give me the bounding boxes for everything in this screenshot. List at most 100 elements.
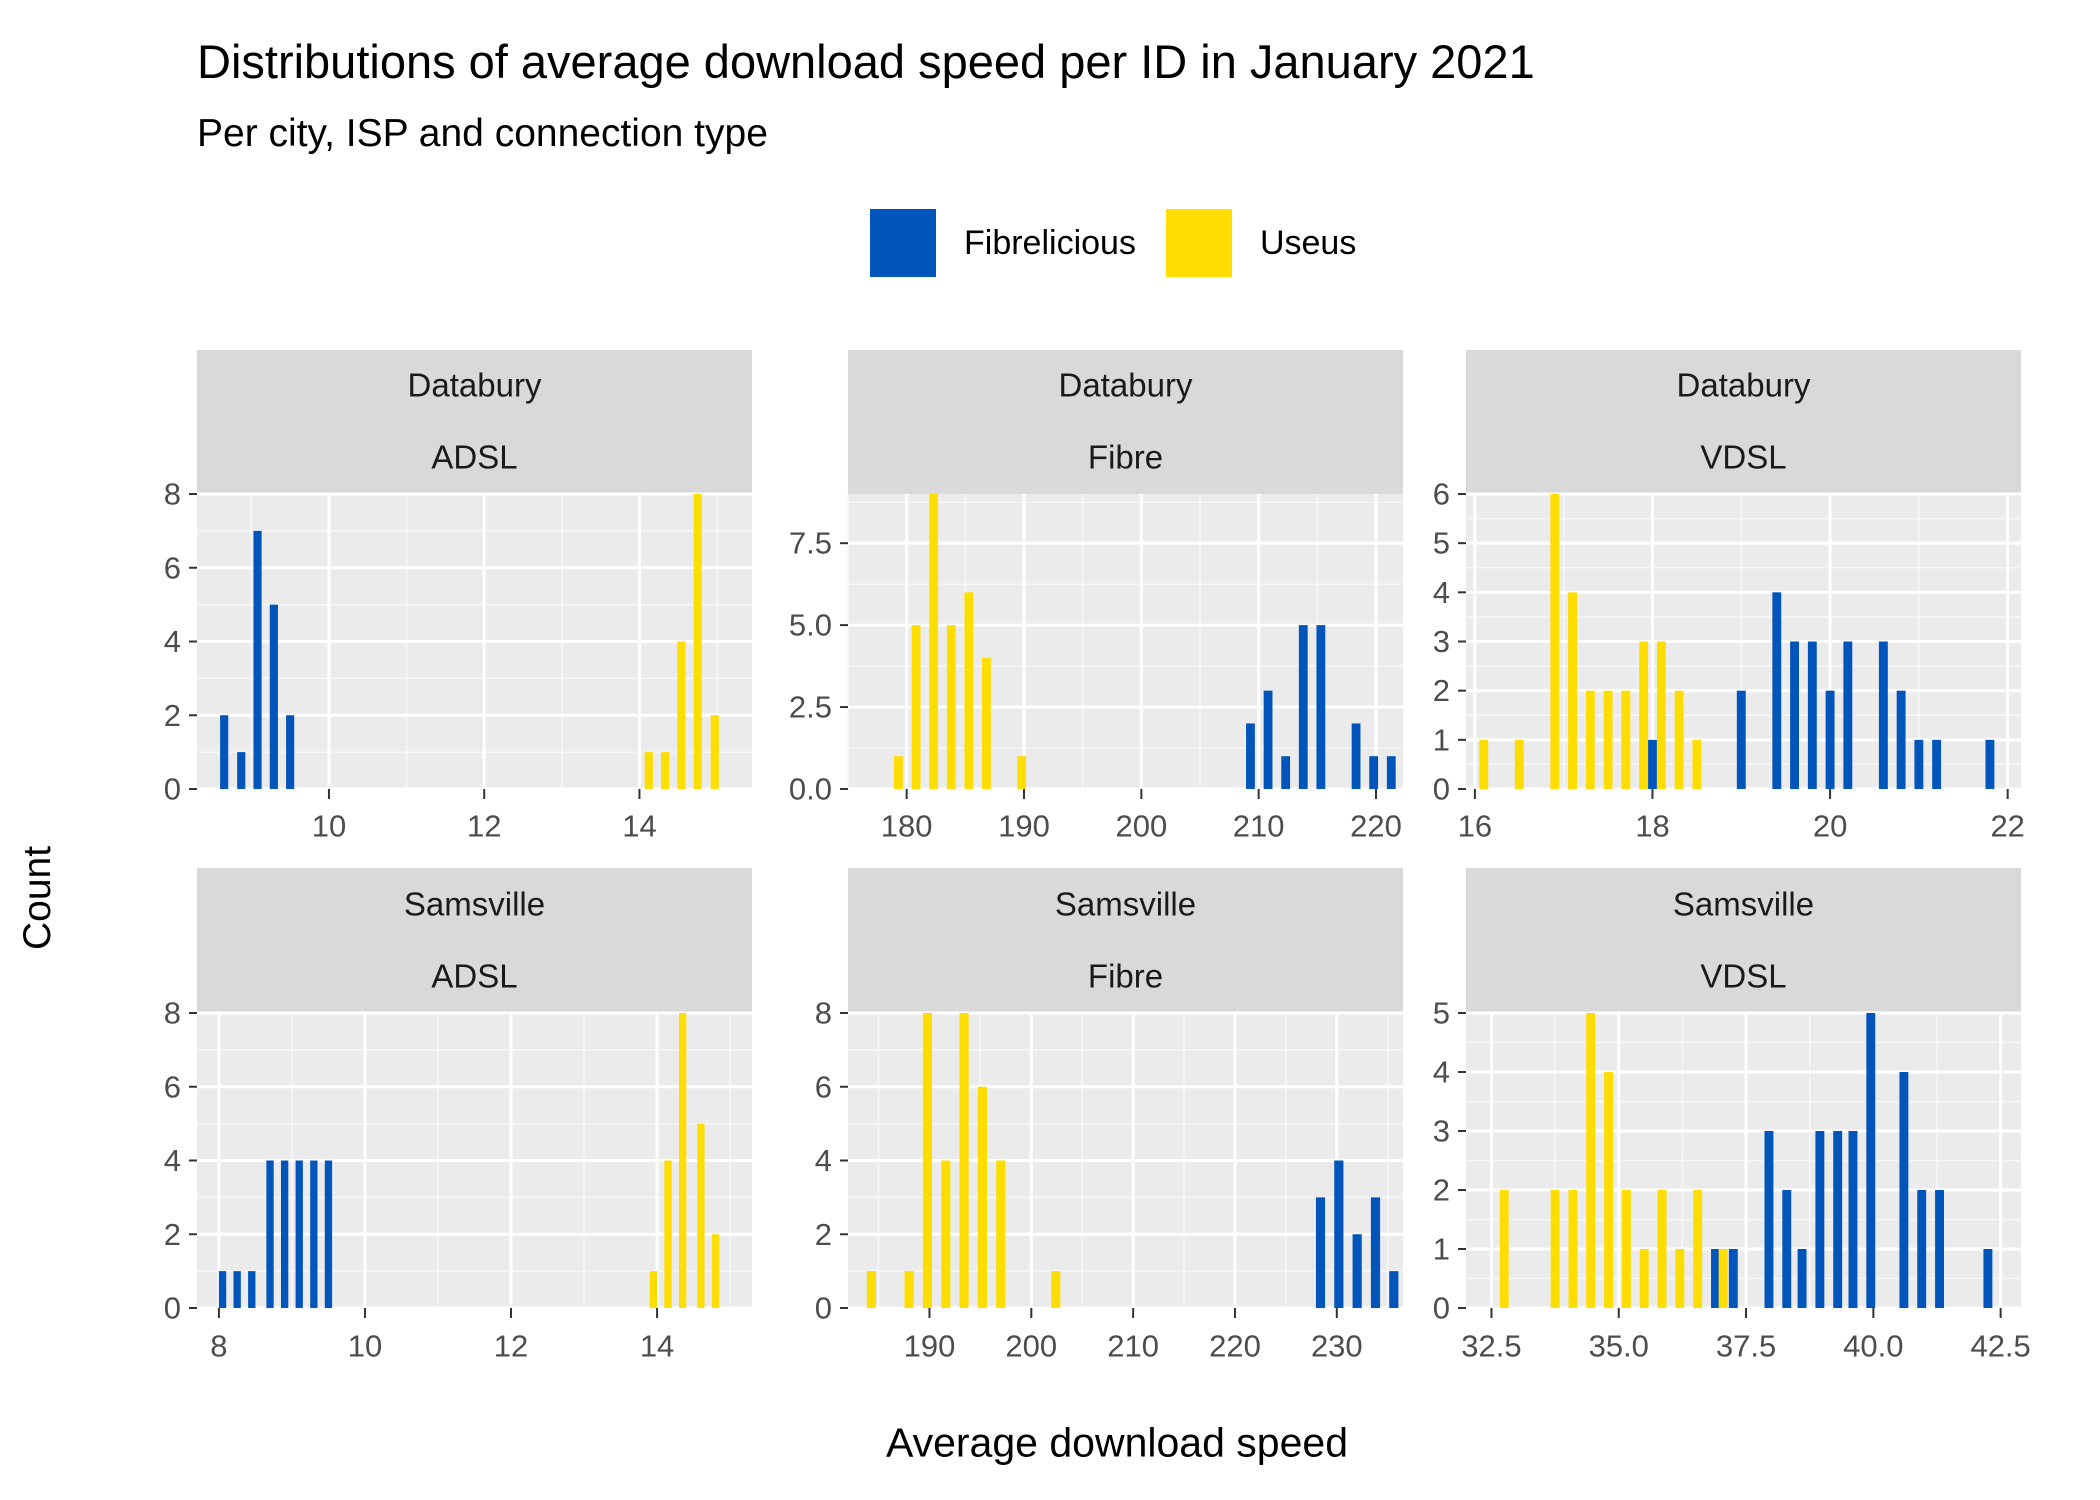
x-tick-label: 210 (1233, 809, 1285, 844)
facet-strip-city: Databury (1059, 367, 1193, 404)
bar (1621, 690, 1631, 789)
bar (1316, 625, 1326, 789)
bar (946, 625, 956, 789)
bar (1983, 1249, 1993, 1308)
y-tick-label: 8 (164, 996, 181, 1031)
y-tick-label: 0 (815, 1291, 832, 1326)
bar (269, 604, 278, 789)
facet-samsville-fibre: Samsville Fibre 0 2 4 6 8 190 200 210 220 230 (815, 868, 1403, 1364)
facet-databury-fibre: Databury Fibre 0.0 2.5 5.0 7.5 180 190 200 210 220 (789, 350, 1403, 844)
bar (1568, 592, 1577, 789)
bar (959, 1013, 969, 1308)
bar (660, 752, 670, 789)
bar (324, 1160, 333, 1308)
legend-label-fibrelicious: Fibrelicious (964, 223, 1136, 262)
x-tick-label: 230 (1311, 1329, 1363, 1364)
y-tick-label: 6 (164, 550, 181, 585)
bar (1985, 739, 1995, 789)
bar (964, 592, 974, 789)
bar (1790, 641, 1799, 789)
bar (233, 1271, 241, 1308)
bar (1797, 1249, 1807, 1308)
bar (678, 1013, 687, 1308)
y-tick-label: 1 (1433, 722, 1450, 757)
legend-label-useus: Useus (1259, 223, 1357, 262)
facet-strip (848, 350, 1403, 494)
bar (218, 1271, 227, 1308)
series-fibrelicious (1648, 592, 1995, 789)
bar (1389, 1271, 1399, 1308)
x-tick-label: 35.0 (1589, 1329, 1649, 1364)
x-tick-label: 16 (1458, 809, 1492, 844)
bar (1692, 739, 1702, 789)
bar (280, 1160, 289, 1308)
bar (941, 1160, 951, 1308)
x-tick-label: 220 (1350, 809, 1402, 844)
legend-swatch-useus (1165, 209, 1232, 277)
series-fibrelicious (1711, 1013, 1993, 1308)
y-tick-label: 6 (164, 1069, 181, 1104)
y-tick-label: 4 (164, 1143, 181, 1178)
bar (866, 1271, 877, 1308)
bar (1315, 1197, 1326, 1308)
legend: Fibrelicious Useus (870, 209, 1386, 277)
bar (1656, 641, 1666, 789)
bar (295, 1160, 303, 1308)
y-tick-label: 8 (164, 477, 181, 512)
y-tick-label: 5.0 (789, 608, 832, 643)
y-tick-label: 2 (164, 1217, 181, 1252)
bar (1932, 739, 1942, 789)
bar (1807, 641, 1817, 789)
y-tick-label: 0 (164, 1291, 181, 1326)
bar (996, 1160, 1006, 1308)
bar (697, 1123, 705, 1308)
bar (1281, 756, 1291, 789)
facet-strip-city: Samsville (404, 886, 545, 923)
legend-item-useus: Useus (1165, 209, 1357, 277)
y-tick-label: 0 (164, 772, 181, 807)
bar (253, 530, 262, 789)
facet-strip-connection: VDSL (1700, 958, 1786, 995)
bar (693, 494, 702, 789)
bar (1369, 756, 1379, 789)
bar (644, 752, 653, 789)
facet-samsville-adsl: Samsville ADSL 0 2 4 6 8 8 10 12 14 (164, 868, 752, 1364)
bar (248, 1271, 256, 1308)
bar (237, 752, 246, 789)
x-tick-label: 8 (210, 1329, 227, 1364)
y-tick-label: 3 (1433, 1114, 1450, 1149)
facet-strip (1466, 350, 2021, 494)
bar (904, 1271, 914, 1308)
bar (922, 1013, 933, 1308)
y-tick-label: 0.0 (789, 772, 832, 807)
bar (664, 1160, 672, 1308)
bar (1782, 1190, 1792, 1308)
bar (1550, 1190, 1560, 1308)
series-useus (644, 494, 719, 789)
bar (1568, 1190, 1578, 1308)
y-tick-label: 2 (1433, 673, 1450, 708)
facet-strip-city: Databury (408, 367, 542, 404)
bar (1764, 1131, 1774, 1308)
x-tick-label: 22 (1990, 809, 2024, 844)
bar (1866, 1013, 1876, 1308)
y-tick-label: 6 (1433, 477, 1450, 512)
x-tick-label: 12 (467, 809, 501, 844)
x-tick-label: 200 (1005, 1329, 1057, 1364)
x-tick-label: 210 (1107, 1329, 1159, 1364)
facet-strip-connection: VDSL (1700, 439, 1786, 476)
bar (1736, 690, 1746, 789)
bar (1718, 1249, 1728, 1308)
bar (929, 494, 939, 789)
series-useus (1479, 494, 1702, 789)
x-tick-label: 190 (998, 809, 1050, 844)
bar (1825, 690, 1835, 789)
y-tick-label: 0 (1433, 1291, 1450, 1326)
y-tick-label: 8 (815, 996, 832, 1031)
bar (1351, 723, 1361, 789)
bar (1298, 625, 1308, 789)
facet-strip (848, 868, 1403, 1013)
bar (1914, 739, 1924, 789)
bar (1833, 1131, 1843, 1308)
